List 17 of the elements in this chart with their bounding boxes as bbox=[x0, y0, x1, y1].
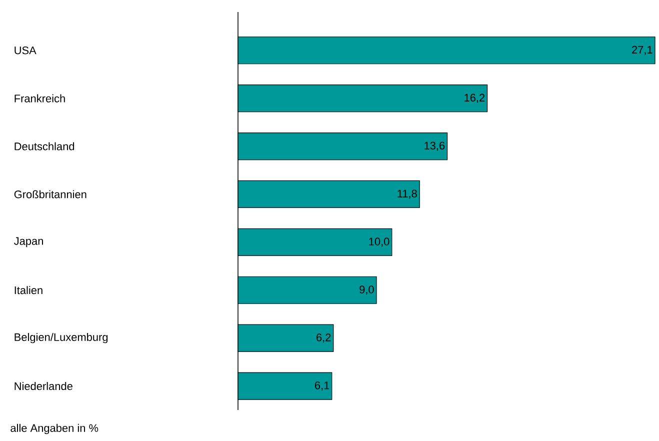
y-tick-label: Frankreich bbox=[14, 94, 65, 102]
data-label: 13,6 bbox=[424, 142, 445, 151]
y-tick-label: Italien bbox=[14, 286, 42, 294]
text: alle Angaben in % bbox=[10, 424, 98, 434]
data-label: 10,0 bbox=[369, 238, 390, 247]
y-tick-label: Deutschland bbox=[14, 142, 74, 150]
y-tick-label: USA bbox=[14, 46, 36, 54]
data-label: 6,1 bbox=[314, 382, 330, 391]
data-label: 16,2 bbox=[464, 94, 485, 103]
data-label: 11,8 bbox=[398, 190, 417, 199]
data-label: 27,1 bbox=[632, 46, 652, 55]
y-tick-label: Belgien/Luxemburg bbox=[14, 332, 108, 344]
y-tick-label: Großbritannien bbox=[14, 190, 86, 198]
y-tick-label: Niederlande bbox=[14, 382, 72, 390]
data-label: 9,0 bbox=[360, 286, 374, 295]
y-tick-label: Japan bbox=[14, 237, 43, 248]
data-label: 6,2 bbox=[316, 334, 331, 343]
